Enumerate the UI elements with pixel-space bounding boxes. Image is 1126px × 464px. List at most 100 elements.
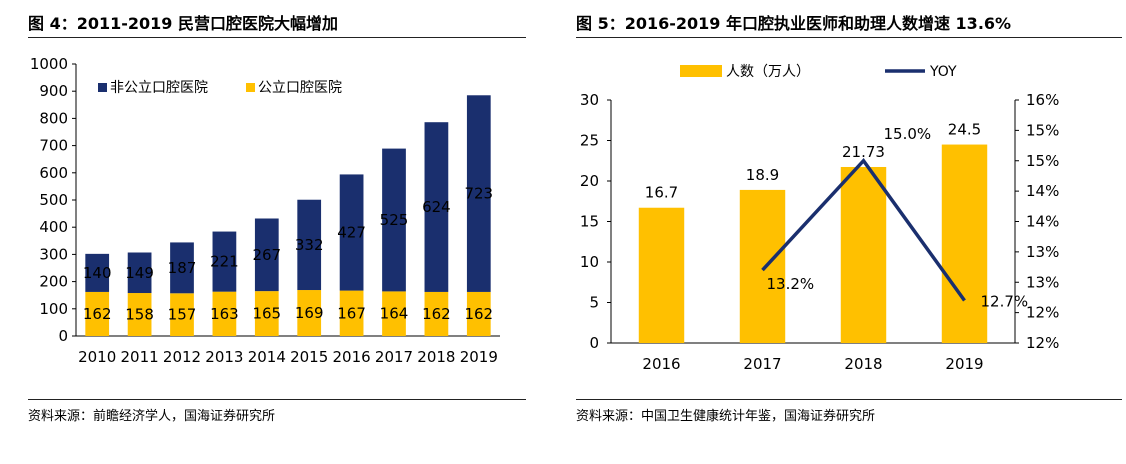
data-label-public: 157	[168, 306, 197, 324]
right-y-tick-label: 12%	[1026, 304, 1059, 322]
data-label-private: 723	[464, 185, 493, 203]
left-y-tick-label: 30	[580, 91, 599, 109]
bar-public	[170, 293, 194, 336]
left-y-tick-label: 25	[580, 132, 599, 150]
y-tick-label: 700	[39, 137, 68, 155]
bar-private	[424, 122, 449, 292]
figure-5-panel: 图 5：2016-2019 年口腔执业医师和助理人数增速 13.6% 0 5 10 1…	[548, 0, 1126, 464]
figure-4-panel: 图 4：2011-2019 民营口腔医院大幅增加 0 100 200 300 400 50…	[0, 0, 530, 464]
figure-4-top-rule	[28, 37, 526, 38]
data-label-private: 221	[210, 253, 239, 271]
figure-4-title: 图 4：2011-2019 民营口腔医院大幅增加	[28, 14, 338, 33]
bar-public	[424, 291, 449, 336]
bar-private	[254, 218, 279, 292]
bar-public	[466, 291, 491, 336]
legend-label-private: 非公立口腔医院	[110, 80, 208, 96]
y-tick-label: 300	[39, 245, 68, 263]
data-label-private: 525	[380, 211, 409, 229]
x-tick-label: 2019	[945, 355, 983, 373]
legend-swatch-private	[98, 83, 107, 92]
data-label-private: 427	[337, 224, 366, 242]
figure-4-bottom-rule	[28, 399, 526, 400]
data-label-public: 164	[380, 305, 409, 323]
data-label-private: 187	[168, 259, 197, 277]
x-tick-label: 2011	[121, 348, 159, 366]
figure-4-chart: 0 100 200 300 400 500 600 700 800 900 1000 162 140 20…	[30, 55, 500, 366]
figure-5-top-rule	[576, 37, 1122, 38]
bar-private	[297, 199, 322, 291]
y-tick-label: 200	[39, 273, 68, 291]
x-tick-label: 2014	[248, 348, 286, 366]
x-tick-label: 2017	[743, 355, 781, 373]
x-tick-label: 2018	[844, 355, 882, 373]
bar-data-label: 16.7	[645, 184, 678, 202]
y-tick-label: 100	[39, 300, 68, 318]
left-y-tick-label: 15	[580, 213, 599, 231]
bar-practitioners	[739, 189, 786, 343]
data-label-public: 169	[295, 304, 324, 322]
bar-public	[382, 291, 406, 336]
data-label-public: 167	[337, 304, 366, 322]
bar-private	[382, 148, 406, 292]
y-tick-label: 1000	[30, 55, 68, 73]
bar-private	[212, 231, 237, 292]
data-label-private: 267	[252, 246, 281, 264]
bar-public	[212, 291, 237, 336]
data-label-private: 332	[295, 236, 324, 254]
x-tick-label: 2017	[375, 348, 413, 366]
y-tick-label: 900	[39, 82, 68, 100]
bar-public	[127, 293, 152, 336]
x-tick-label: 2010	[78, 348, 116, 366]
bar-data-label: 24.5	[948, 121, 981, 139]
right-y-tick-label: 12%	[1026, 334, 1059, 352]
right-y-tick-label: 13%	[1026, 273, 1059, 291]
left-y-tick-label: 5	[589, 294, 599, 312]
y-tick-label: 500	[39, 191, 68, 209]
bar-public	[339, 290, 364, 336]
bar-public	[254, 291, 279, 336]
x-tick-label: 2012	[163, 348, 201, 366]
yoy-data-label: 12.7%	[981, 292, 1029, 310]
right-y-tick-label: 16%	[1026, 91, 1059, 109]
data-label-private: 149	[125, 264, 154, 282]
bar-practitioners	[840, 166, 887, 343]
bar-private	[466, 95, 491, 292]
figure-4-source: 资料来源：前瞻经济学人，国海证券研究所	[28, 409, 276, 424]
legend-swatch-bars	[680, 65, 722, 77]
bar-data-label: 18.9	[746, 166, 779, 184]
yoy-data-label: 15.0%	[884, 125, 932, 143]
left-y-tick-label: 20	[580, 172, 599, 190]
bar-public	[85, 291, 110, 336]
bar-private	[339, 174, 364, 291]
x-tick-label: 2016	[642, 355, 680, 373]
yoy-line	[761, 157, 966, 302]
y-tick-label: 800	[39, 109, 68, 127]
right-y-tick-label: 14%	[1026, 182, 1059, 200]
y-tick-label: 400	[39, 218, 68, 236]
data-label-private: 624	[422, 198, 451, 216]
x-tick-label: 2019	[460, 348, 498, 366]
left-y-tick-label: 10	[580, 253, 599, 271]
data-label-public: 162	[83, 305, 112, 323]
legend-swatch-public	[246, 83, 255, 92]
x-tick-label: 2016	[333, 348, 371, 366]
bar-data-label: 21.73	[842, 143, 885, 161]
bar-public	[297, 290, 322, 336]
legend-label-line: YOY	[929, 64, 957, 80]
bar-practitioners	[941, 144, 988, 343]
figure-5-source: 资料来源：中国卫生健康统计年鉴，国海证券研究所	[576, 409, 876, 424]
x-tick-label: 2013	[205, 348, 243, 366]
bar-practitioners	[638, 207, 685, 343]
data-label-public: 162	[422, 305, 451, 323]
legend-label-bars: 人数（万人）	[726, 64, 810, 80]
y-tick-label: 0	[58, 327, 68, 345]
right-y-tick-label: 13%	[1026, 243, 1059, 261]
bar-private	[85, 253, 110, 292]
data-label-public: 162	[464, 305, 493, 323]
data-label-public: 158	[125, 306, 154, 324]
figure-5-bottom-rule	[576, 399, 1122, 400]
right-y-tick-label: 15%	[1026, 121, 1059, 139]
data-label-private: 140	[83, 264, 112, 282]
x-tick-label: 2015	[290, 348, 328, 366]
figure-5-title: 图 5：2016-2019 年口腔执业医师和助理人数增速 13.6%	[576, 14, 1012, 33]
